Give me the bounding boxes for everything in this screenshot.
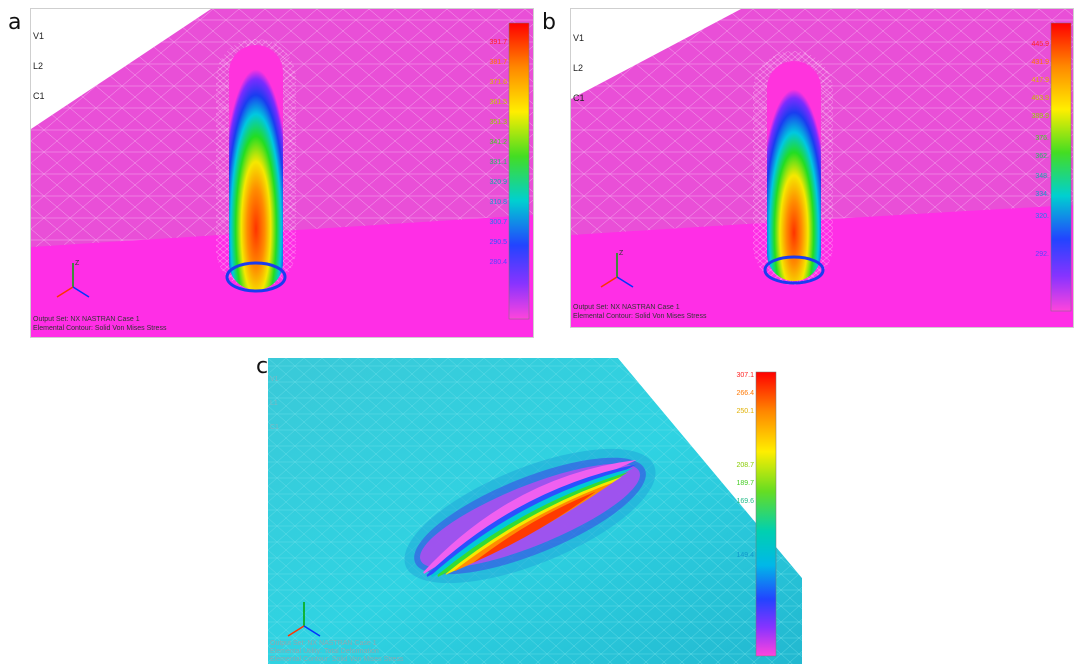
panel-b-footer-line: Output Set: NX NASTRAN Case 1 [573,304,680,311]
panel-b-header-line: L2 [573,63,584,73]
panel-a-header-line: C1 [33,91,45,101]
legend-label: 431.9 [1031,59,1049,66]
panel-b: V1 L2 C1 Z Output Set: NX NASTRAN Case 1… [570,8,1074,328]
legend-label: 292. [1035,251,1049,258]
legend-label: 351.3 [489,119,507,126]
panel-b-header: V1 L2 C1 [573,13,585,123]
legend-label: 320.9 [489,179,507,186]
legend-label: 391.7 [489,39,507,46]
legend-label: 376. [1035,135,1049,142]
legend-label: 348. [1035,173,1049,180]
panel-c-footer-line: Output Set: NX NASTRAN Case 1 [270,640,377,647]
panel-c-footer-line: Elemental Utility: Total Deformation [270,648,379,655]
panel-b-letter: b [542,10,556,35]
panel-c-letter: c [256,354,269,379]
legend-label: 371.6 [489,79,507,86]
panel-b-header-line: C1 [573,93,585,103]
panel-b-footer: Output Set: NX NASTRAN Case 1 Elemental … [573,303,706,321]
panel-c-header-line: C1 [270,424,279,431]
legend-label: 331.1 [489,159,507,166]
panel-b-legend: 445.9 431.9 417.9 403.9 389.9 376. 362. … [995,23,1049,311]
legend-label: 381.7 [489,59,507,66]
legend-label: 320. [1035,213,1049,220]
panel-b-header-line: V1 [573,33,585,43]
panel-b-render [571,9,1073,327]
legend-label: 445.9 [1031,41,1049,48]
legend-label: 189.7 [736,480,754,487]
legend-label: 341.2 [489,139,507,146]
legend-label: 266.4 [736,390,754,397]
legend-label: 417.9 [1031,77,1049,84]
panel-c-legend: 307.1 266.4 250.1 208.7 189.7 169.6 149.… [708,372,754,656]
legend-label: 149.4 [736,552,754,559]
panel-a-footer-line: Elemental Contour: Solid Von Mises Stres… [33,325,167,332]
svg-text:Z: Z [75,260,80,267]
panel-a-footer-line: Output Set: NX NASTRAN Case 1 [33,316,140,323]
legend-label: 310.8 [489,199,507,206]
panel-c-header: V1 L1 C1 [270,360,279,448]
panel-c-footer-line: Elemental Contour: Solid Von Mises Stres… [270,656,404,663]
panel-a-letter: a [8,10,22,35]
legend-label: 389.9 [1031,113,1049,120]
legend-label: 403.9 [1031,95,1049,102]
legend-label: 334. [1035,191,1049,198]
legend-label: 300.7 [489,219,507,226]
panel-a-header: V1 L2 C1 [33,11,45,121]
legend-label: 208.7 [736,462,754,469]
panel-c-footer: Output Set: NX NASTRAN Case 1 Elemental … [270,640,403,664]
legend-label: 280.4 [489,259,507,266]
panel-a-header-line: L2 [33,61,44,71]
panel-a-header-line: V1 [33,31,45,41]
panel-a-render [31,9,533,337]
legend-label: 290.5 [489,239,507,246]
panel-a-footer: Output Set: NX NASTRAN Case 1 Elemental … [33,315,166,333]
svg-text:Z: Z [619,250,624,257]
panel-c: V1 L1 C1 Output Set: NX NASTRAN Case 1 E… [268,358,802,664]
panel-a-legend: 391.7 381.7 371.6 361.5 351.3 341.2 331.… [451,23,507,319]
legend-label: 361.5 [489,99,507,106]
legend-label: 307.1 [736,372,754,379]
panel-b-footer-line: Elemental Contour: Solid Von Mises Stres… [573,313,707,320]
panel-c-header-line: V1 [270,376,279,383]
legend-label: 250.1 [736,408,754,415]
legend-label: 169.6 [736,498,754,505]
panel-c-header-line: L1 [270,400,278,407]
legend-label: 362. [1035,153,1049,160]
panel-c-render [268,358,802,664]
panel-a: V1 L2 C1 Z Output Set: NX NASTRAN Case 1… [30,8,534,338]
